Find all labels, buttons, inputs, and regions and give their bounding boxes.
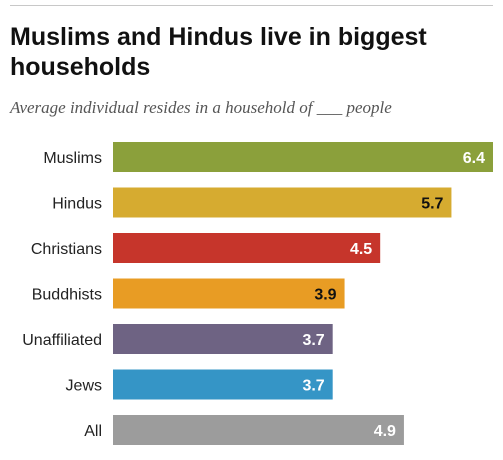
value-label-buddhists: 3.9: [314, 287, 336, 304]
bar-all: [113, 415, 404, 445]
value-label-muslims: 6.4: [463, 150, 485, 167]
category-label-christians: Christians: [31, 241, 102, 258]
value-label-christians: 4.5: [350, 241, 372, 258]
category-label-muslims: Muslims: [43, 150, 102, 167]
bar-jews: [113, 369, 333, 400]
top-rule: [10, 5, 493, 6]
bar-christians: [113, 233, 381, 263]
bar-unaffiliated: [113, 324, 333, 354]
bar-muslims: [113, 142, 493, 172]
value-label-all: 4.9: [374, 423, 396, 440]
chart-subtitle: Average individual resides in a househol…: [10, 98, 392, 117]
category-label-unaffiliated: Unaffiliated: [22, 332, 102, 349]
category-label-jews: Jews: [66, 378, 102, 395]
chart-title: Muslims and Hindus live in biggest house…: [10, 23, 427, 81]
value-label-hindus: 5.7: [421, 196, 443, 213]
category-label-buddhists: Buddhists: [32, 287, 102, 304]
bar-buddhists: [113, 278, 345, 309]
category-label-all: All: [84, 423, 102, 440]
category-label-hindus: Hindus: [52, 196, 102, 213]
bar-hindus: [113, 187, 452, 218]
value-label-unaffiliated: 3.7: [302, 332, 324, 349]
value-label-jews: 3.7: [302, 378, 324, 395]
